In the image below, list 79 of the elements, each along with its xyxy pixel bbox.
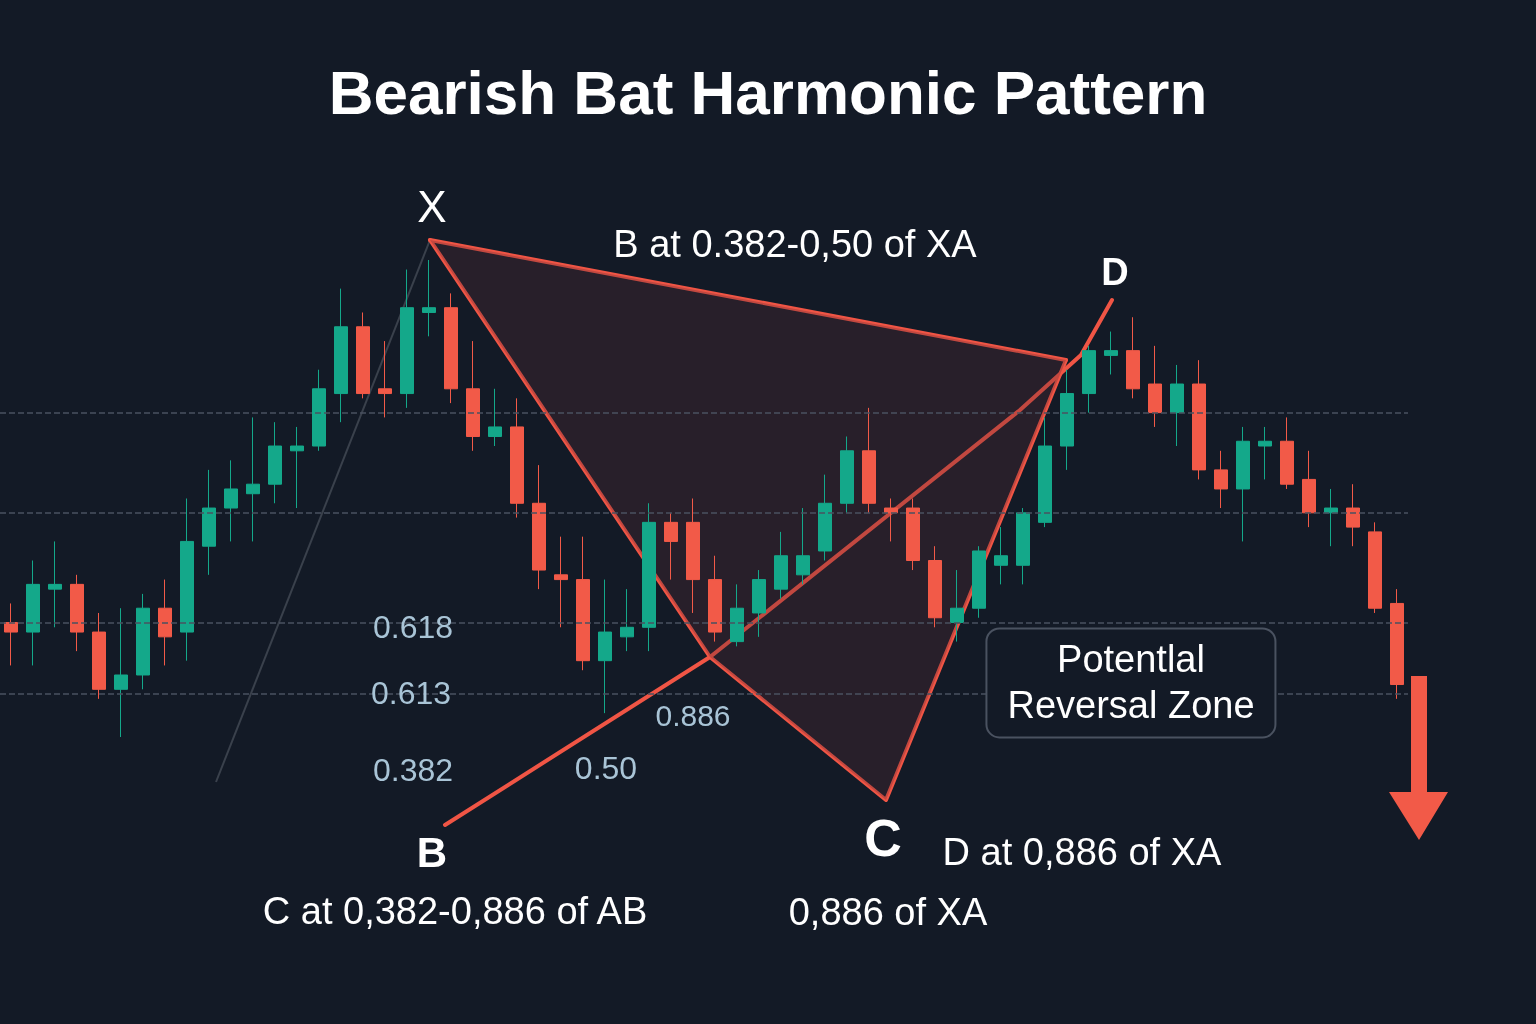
candlestick bbox=[840, 435, 854, 514]
candlestick bbox=[972, 545, 986, 619]
candlestick bbox=[818, 474, 832, 562]
candlestick bbox=[224, 459, 238, 542]
candlestick bbox=[1280, 416, 1294, 490]
candlestick bbox=[400, 269, 414, 409]
candlestick bbox=[114, 607, 128, 738]
candlestick bbox=[1016, 507, 1030, 585]
text: C at 0,382-0,886 of AB bbox=[262, 889, 648, 935]
candlestick bbox=[1060, 369, 1074, 471]
candlestick bbox=[1082, 345, 1096, 414]
candlestick bbox=[290, 426, 304, 509]
candlestick bbox=[708, 555, 722, 643]
annotation: 0.886 bbox=[655, 698, 731, 734]
candlestick bbox=[1236, 426, 1250, 542]
candlestick bbox=[70, 574, 84, 652]
text: X bbox=[417, 180, 447, 233]
candlestick bbox=[862, 407, 876, 514]
candlestick bbox=[1390, 588, 1404, 700]
candlestick bbox=[1302, 450, 1316, 528]
text: 0,886 of XA bbox=[788, 890, 988, 936]
candlestick bbox=[26, 560, 40, 666]
candlestick bbox=[312, 369, 326, 452]
candlestick bbox=[1368, 521, 1382, 614]
candlestick bbox=[268, 421, 282, 504]
text: 0.382 bbox=[372, 750, 454, 790]
candlestick bbox=[576, 536, 590, 671]
text: 0.50 bbox=[574, 748, 638, 788]
candlestick bbox=[994, 526, 1008, 585]
candlestick bbox=[4, 602, 18, 666]
annotation: D bbox=[1101, 250, 1129, 296]
candlestick bbox=[796, 507, 810, 585]
candlestick bbox=[950, 569, 964, 643]
candlestick bbox=[906, 498, 920, 571]
annotation: Potentlal Reversal Zone bbox=[985, 627, 1277, 739]
candlestick bbox=[334, 288, 348, 423]
candlestick bbox=[488, 388, 502, 447]
candlestick bbox=[1214, 450, 1228, 509]
candlestick bbox=[730, 583, 744, 647]
annotation: 0.618 bbox=[372, 607, 454, 647]
candlestick bbox=[1104, 331, 1118, 375]
candlestick bbox=[92, 612, 106, 700]
chart-title: Bearish Bat Harmonic Pattern bbox=[328, 57, 1208, 127]
candlestick bbox=[752, 569, 766, 638]
candlestick bbox=[620, 588, 634, 652]
annotation: 0.613 bbox=[370, 673, 452, 713]
candlestick bbox=[884, 498, 898, 542]
candlestick bbox=[1346, 483, 1360, 547]
candlestick bbox=[1324, 488, 1338, 547]
candlestick bbox=[444, 292, 458, 404]
candlestick bbox=[136, 593, 150, 690]
candlestick bbox=[1258, 426, 1272, 480]
candlestick bbox=[180, 498, 194, 662]
candlestick bbox=[466, 340, 480, 452]
candlestick bbox=[774, 531, 788, 600]
candlestick bbox=[378, 340, 392, 418]
annotation: B at 0.382-0,50 of XA bbox=[613, 222, 977, 268]
text: D at 0,886 of XA bbox=[942, 830, 1222, 876]
candlestick bbox=[510, 397, 524, 519]
candlestick bbox=[1170, 364, 1184, 447]
candlestick bbox=[246, 416, 260, 542]
candlestick bbox=[664, 512, 678, 581]
candlestick bbox=[202, 469, 216, 576]
candlestick bbox=[1038, 416, 1052, 528]
candlestick bbox=[686, 498, 700, 614]
candlestick bbox=[48, 540, 62, 628]
candlestick bbox=[532, 464, 546, 590]
candlestick bbox=[642, 502, 656, 652]
candlestick bbox=[1126, 316, 1140, 399]
candlestick bbox=[422, 259, 436, 337]
candlestick bbox=[928, 545, 942, 628]
candlestick bbox=[158, 579, 172, 666]
text: C bbox=[864, 807, 902, 869]
candlestick bbox=[1192, 359, 1206, 480]
candlestick bbox=[598, 579, 612, 714]
text: B bbox=[416, 827, 448, 878]
candlestick bbox=[1148, 345, 1162, 428]
candlestick bbox=[554, 536, 568, 628]
candlestick bbox=[356, 311, 370, 399]
